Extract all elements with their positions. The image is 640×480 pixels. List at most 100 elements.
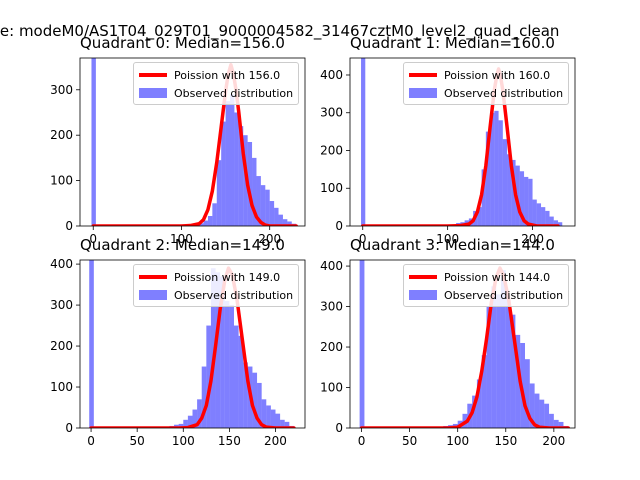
histogram-bar — [515, 334, 521, 428]
panel-3-plot-area — [359, 260, 571, 428]
legend-entry-poisson: Poission with 160.0 — [409, 66, 563, 84]
histogram-swatch — [139, 290, 167, 300]
panel-3-legend: Poission with 144.0 Observed distributio… — [403, 264, 570, 307]
histogram-bar — [210, 268, 216, 428]
y-tick-label: 200 — [50, 339, 73, 353]
legend-label-poisson: Poission with 156.0 — [174, 68, 281, 82]
histogram-bar — [238, 126, 244, 226]
histogram-bar — [89, 260, 94, 428]
histogram-bar — [91, 58, 96, 226]
x-tick-label: 200 — [258, 232, 281, 246]
panel-2: 0 50 100 150 200 0 100 200 300 400 — [50, 257, 306, 448]
histogram-swatch — [409, 88, 437, 98]
histogram-bar — [500, 270, 506, 428]
histogram-bar — [225, 101, 230, 226]
histogram-bar — [247, 142, 253, 226]
histogram-bar — [183, 419, 188, 428]
histogram-bar — [206, 325, 211, 428]
y-tick-label: 100 — [50, 380, 73, 394]
y-tick-label: 200 — [50, 128, 73, 142]
histogram-bar — [539, 399, 545, 428]
panel-1: 0 100 200 0 100 200 300 400 — [320, 57, 576, 246]
histogram-bar — [269, 201, 275, 226]
y-tick-label: 0 — [335, 421, 343, 435]
legend-entry-observed: Observed distribution — [409, 84, 563, 102]
histogram-bar — [216, 160, 222, 226]
histogram-bar — [481, 169, 486, 226]
histogram-bar — [553, 220, 559, 226]
histogram-bar — [207, 216, 213, 226]
histogram-bar — [485, 131, 491, 226]
histogram-bar — [261, 399, 267, 428]
x-tick-label: 50 — [402, 434, 417, 448]
x-tick-label: 200 — [521, 232, 544, 246]
legend-label-poisson: Poission with 160.0 — [444, 68, 551, 82]
histogram-bar — [545, 210, 550, 226]
histogram-bar — [486, 306, 492, 428]
histogram-bar — [275, 413, 281, 428]
histogram-bar — [282, 219, 288, 226]
x-tick-label: 100 — [446, 434, 469, 448]
x-tick-label: 100 — [170, 232, 193, 246]
y-tick-label: 100 — [320, 181, 343, 195]
y-tick-label: 100 — [50, 174, 73, 188]
histogram-bar — [278, 214, 283, 226]
histogram-bar — [536, 203, 542, 226]
histogram-bar — [494, 110, 499, 226]
histogram-bar — [481, 355, 487, 428]
panel-0-axes-frame — [79, 57, 306, 227]
legend-label-observed: Observed distribution — [444, 86, 564, 100]
histogram-bar — [510, 314, 516, 428]
histogram-bar — [496, 294, 501, 428]
x-tick-label: 0 — [87, 434, 95, 448]
legend-label-poisson: Poission with 144.0 — [444, 270, 551, 284]
histogram-bar — [252, 372, 258, 428]
panel-1-title: Quadrant 1: Median=160.0 — [350, 34, 555, 52]
histogram-bar — [243, 362, 248, 428]
y-tick-label: 400 — [50, 257, 73, 271]
histogram-bar — [529, 383, 535, 428]
histogram-bar — [549, 216, 554, 226]
panel-2-title: Quadrant 2: Median=149.0 — [80, 236, 285, 254]
histogram-bar — [274, 207, 279, 226]
legend-label-observed: Observed distribution — [174, 86, 294, 100]
legend-entry-observed: Observed distribution — [139, 84, 293, 102]
legend-label-poisson: Poission with 149.0 — [174, 270, 281, 284]
histogram-bar — [490, 112, 495, 226]
histogram-bar — [201, 366, 207, 428]
histogram-bar — [178, 423, 184, 428]
y-tick-label: 300 — [50, 83, 73, 97]
histogram-bar — [534, 393, 540, 428]
histogram-bar — [266, 405, 271, 428]
histogram-swatch — [409, 290, 437, 300]
histogram-bar — [229, 305, 234, 428]
panel-2-legend: Poission with 149.0 Observed distributio… — [133, 264, 300, 307]
y-tick-label: 400 — [320, 68, 343, 82]
poisson-line-swatch — [139, 275, 167, 279]
panel-0-title: Quadrant 0: Median=156.0 — [80, 34, 285, 52]
histogram-bar — [511, 159, 516, 226]
histogram-bar — [265, 189, 270, 226]
y-tick-label: 0 — [65, 421, 73, 435]
x-tick-label: 200 — [542, 434, 565, 448]
panel-2-axes-frame — [79, 259, 306, 429]
histogram-bar — [528, 178, 533, 226]
legend-entry-poisson: Poission with 144.0 — [409, 268, 563, 286]
y-tick-label: 100 — [320, 381, 343, 395]
x-tick-label: 50 — [130, 434, 145, 448]
histogram-bar — [280, 419, 285, 428]
histogram-bar — [199, 223, 204, 226]
histogram-bar — [257, 382, 262, 428]
histogram-bar — [359, 260, 365, 428]
poisson-line-swatch — [139, 73, 167, 77]
histogram-bar — [270, 409, 276, 428]
y-tick-label: 300 — [320, 106, 343, 120]
y-tick-label: 300 — [50, 298, 73, 312]
histogram-bar — [544, 403, 550, 428]
x-tick-label: 0 — [89, 232, 97, 246]
histogram-bar — [472, 395, 477, 428]
histogram-bar — [260, 185, 266, 226]
legend-entry-poisson: Poission with 156.0 — [139, 66, 293, 84]
x-tick-label: 200 — [264, 434, 287, 448]
